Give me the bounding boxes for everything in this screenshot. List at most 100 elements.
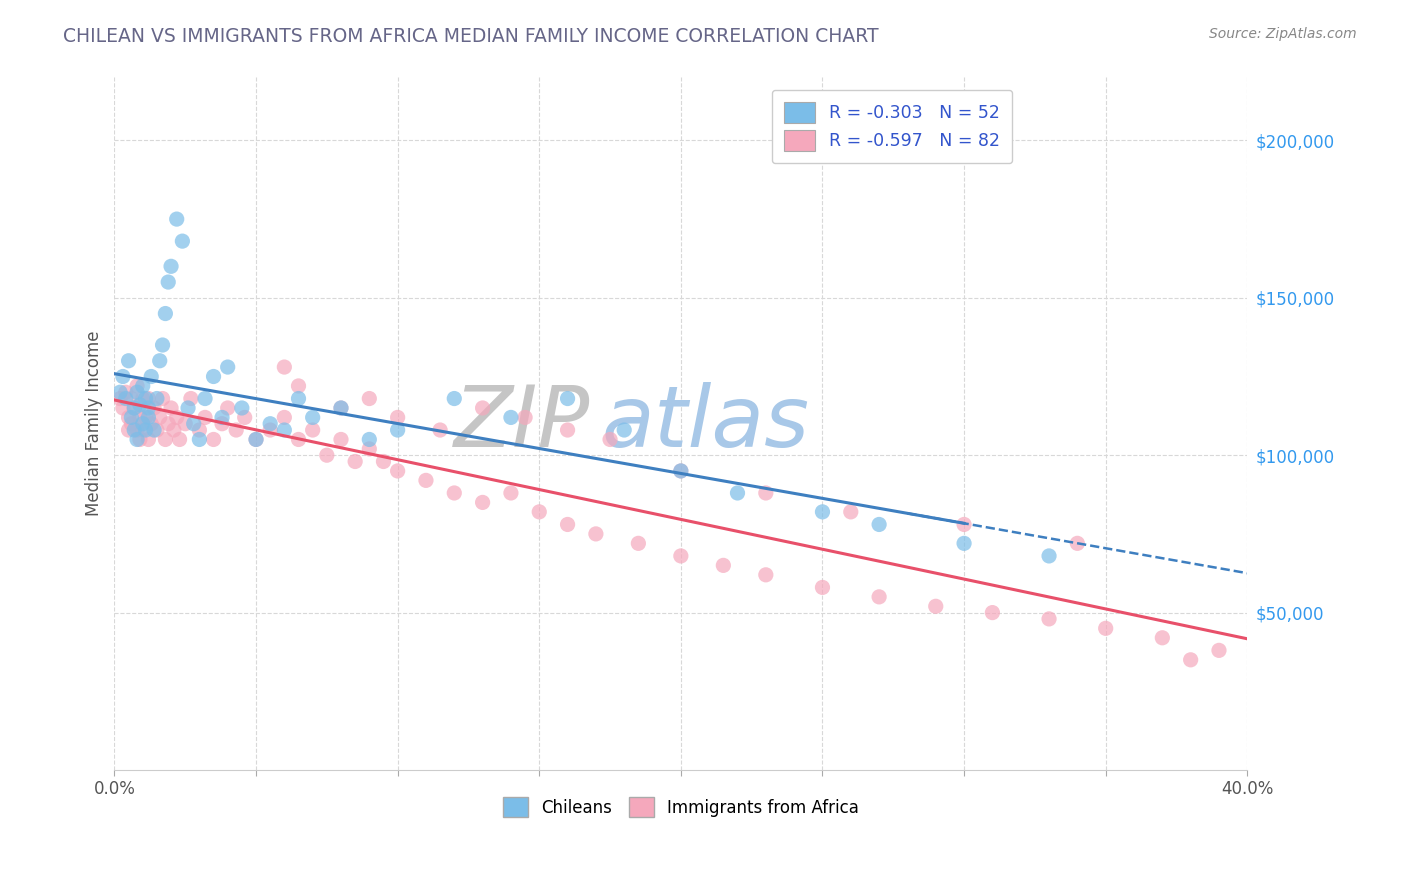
Point <box>202 369 225 384</box>
Point <box>259 423 281 437</box>
Point <box>669 464 692 478</box>
Point <box>135 423 157 437</box>
Point <box>146 392 169 406</box>
Point <box>157 417 180 431</box>
Point <box>122 401 145 415</box>
Point <box>373 454 395 468</box>
Point <box>117 410 139 425</box>
Point <box>359 433 381 447</box>
Point <box>613 423 636 437</box>
Point <box>120 410 142 425</box>
Point <box>755 486 778 500</box>
Point <box>129 410 152 425</box>
Text: Source: ZipAtlas.com: Source: ZipAtlas.com <box>1209 27 1357 41</box>
Point <box>868 517 890 532</box>
Point <box>499 410 522 425</box>
Point <box>217 401 239 415</box>
Point <box>1180 653 1202 667</box>
Point <box>273 359 295 374</box>
Point <box>143 401 166 415</box>
Point <box>499 486 522 500</box>
Point <box>155 433 177 447</box>
Point <box>443 486 465 500</box>
Point <box>287 392 309 406</box>
Point <box>111 369 134 384</box>
Point <box>143 423 166 437</box>
Point <box>217 359 239 374</box>
Point <box>727 486 749 500</box>
Point <box>108 392 131 406</box>
Point <box>146 423 169 437</box>
Point <box>925 599 948 614</box>
Point <box>245 433 267 447</box>
Point <box>138 410 160 425</box>
Point <box>330 401 353 415</box>
Point <box>585 527 607 541</box>
Point <box>129 398 152 412</box>
Point <box>245 433 267 447</box>
Point <box>125 385 148 400</box>
Point <box>387 464 409 478</box>
Point <box>839 505 862 519</box>
Point <box>1208 643 1230 657</box>
Point <box>1094 621 1116 635</box>
Point <box>529 505 551 519</box>
Point <box>953 517 976 532</box>
Point <box>711 558 734 573</box>
Point <box>387 423 409 437</box>
Point <box>429 423 451 437</box>
Point <box>868 590 890 604</box>
Point <box>557 423 579 437</box>
Point <box>122 401 145 415</box>
Point <box>315 448 337 462</box>
Point <box>141 417 163 431</box>
Point <box>135 410 157 425</box>
Point <box>669 549 692 563</box>
Point <box>669 464 692 478</box>
Point <box>132 423 155 437</box>
Point <box>138 401 160 415</box>
Point <box>125 423 148 437</box>
Point <box>259 417 281 431</box>
Point <box>160 260 183 274</box>
Text: atlas: atlas <box>602 382 810 466</box>
Point <box>225 423 247 437</box>
Text: CHILEAN VS IMMIGRANTS FROM AFRICA MEDIAN FAMILY INCOME CORRELATION CHART: CHILEAN VS IMMIGRANTS FROM AFRICA MEDIAN… <box>63 27 879 45</box>
Point <box>120 417 142 431</box>
Point <box>513 410 536 425</box>
Point <box>149 353 172 368</box>
Point <box>330 433 353 447</box>
Point <box>180 392 202 406</box>
Point <box>117 353 139 368</box>
Point <box>471 401 494 415</box>
Point <box>163 423 186 437</box>
Point <box>117 423 139 437</box>
Point <box>344 454 367 468</box>
Point <box>169 433 191 447</box>
Text: ZIP: ZIP <box>454 382 591 466</box>
Point <box>188 423 211 437</box>
Point <box>177 401 200 415</box>
Y-axis label: Median Family Income: Median Family Income <box>86 331 103 516</box>
Point <box>132 392 155 406</box>
Point <box>301 423 323 437</box>
Point <box>471 495 494 509</box>
Point <box>557 517 579 532</box>
Point <box>953 536 976 550</box>
Point <box>120 392 142 406</box>
Legend: Chileans, Immigrants from Africa: Chileans, Immigrants from Africa <box>496 790 866 824</box>
Point <box>138 392 160 406</box>
Point <box>194 392 217 406</box>
Point <box>111 401 134 415</box>
Point <box>108 385 131 400</box>
Point <box>135 392 157 406</box>
Point <box>211 410 233 425</box>
Point <box>202 433 225 447</box>
Point <box>152 392 174 406</box>
Point <box>114 392 136 406</box>
Point <box>166 410 188 425</box>
Point <box>149 410 172 425</box>
Point <box>1038 549 1060 563</box>
Point <box>811 581 834 595</box>
Point <box>174 417 197 431</box>
